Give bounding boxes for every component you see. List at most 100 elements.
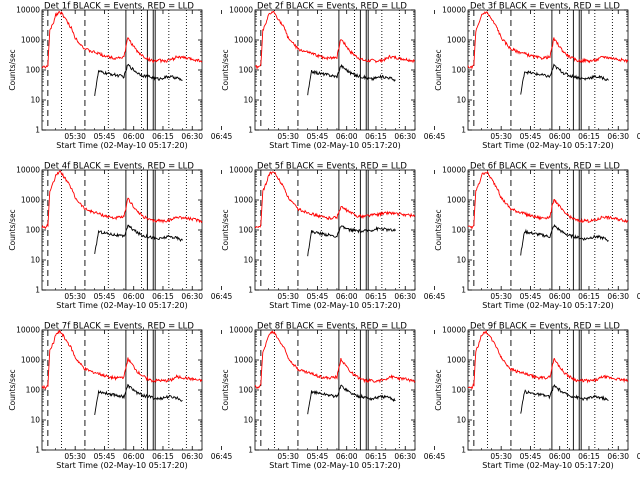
x-tick-label: 06:30 bbox=[607, 452, 629, 461]
x-tick-label: 06:45 bbox=[637, 452, 640, 461]
lld-series-line bbox=[254, 171, 416, 229]
x-axis-label: Start Time (02-May-10 05:17:20) bbox=[269, 301, 400, 310]
x-axis-label: Start Time (02-May-10 05:17:20) bbox=[482, 141, 613, 150]
lld-series-line bbox=[467, 170, 629, 230]
x-axis-label: Start Time (02-May-10 05:17:20) bbox=[56, 301, 187, 310]
y-tick-label: 100 bbox=[239, 66, 254, 75]
plot-frame bbox=[41, 9, 203, 131]
x-tick-label: 06:00 bbox=[549, 292, 571, 301]
y-tick-label: 1 bbox=[248, 126, 253, 135]
y-tick-label: 1000 bbox=[447, 356, 466, 365]
panel-title: Det 1f BLACK = Events, RED = LLD bbox=[44, 2, 194, 12]
events-series-line bbox=[307, 384, 396, 415]
y-tick-label: 10 bbox=[456, 256, 466, 265]
y-tick-label: 10000 bbox=[16, 6, 40, 15]
y-tick-label: 1 bbox=[248, 286, 253, 295]
detector-panel-5: Det 5f BLACK = Events, RED = LLD 1 10 100 10… bbox=[221, 162, 446, 311]
x-axis-label: Start Time (02-May-10 05:17:20) bbox=[56, 141, 187, 150]
y-tick-label: 10 bbox=[30, 416, 40, 425]
lld-series-line bbox=[41, 329, 203, 390]
plot-frame bbox=[41, 169, 203, 291]
x-tick-label: 05:45 bbox=[520, 452, 542, 461]
x-tick-label: 06:00 bbox=[123, 132, 145, 141]
events-series-line bbox=[94, 63, 183, 96]
events-series-line bbox=[307, 63, 396, 96]
y-tick-label: 10000 bbox=[229, 166, 253, 175]
x-tick-label: 05:45 bbox=[520, 292, 542, 301]
y-tick-label: 1 bbox=[461, 446, 466, 455]
x-tick-label: 06:15 bbox=[152, 292, 174, 301]
y-tick-label: 100 bbox=[452, 226, 467, 235]
x-tick-label: 06:00 bbox=[336, 452, 358, 461]
lld-series-line bbox=[41, 11, 203, 69]
y-tick-label: 1 bbox=[248, 446, 253, 455]
y-tick-label: 10000 bbox=[229, 6, 253, 15]
x-tick-label: 05:30 bbox=[64, 452, 86, 461]
x-tick-label: 06:00 bbox=[123, 452, 145, 461]
x-tick-label: 05:45 bbox=[307, 292, 329, 301]
panel-title: Det 3f BLACK = Events, RED = LLD bbox=[470, 2, 620, 12]
y-tick-label: 10 bbox=[243, 96, 253, 105]
lld-series-line bbox=[467, 329, 629, 390]
x-tick-label: 06:30 bbox=[394, 452, 416, 461]
y-tick-label: 1 bbox=[461, 286, 466, 295]
y-tick-label: 1 bbox=[35, 126, 40, 135]
detector-panel-4: Det 4f BLACK = Events, RED = LLD 1 10 100 10… bbox=[8, 162, 233, 311]
x-tick-label: 06:45 bbox=[424, 132, 446, 141]
panel-title: Det 9f BLACK = Events, RED = LLD bbox=[470, 322, 620, 332]
x-tick-label: 06:00 bbox=[549, 452, 571, 461]
x-tick-label: 05:30 bbox=[490, 292, 512, 301]
y-tick-label: 1000 bbox=[234, 356, 253, 365]
x-tick-label: 06:15 bbox=[365, 292, 387, 301]
y-tick-label: 1 bbox=[461, 126, 466, 135]
y-tick-label: 1000 bbox=[21, 36, 40, 45]
events-series-line bbox=[94, 383, 183, 415]
plot-frame bbox=[467, 9, 629, 131]
y-tick-label: 1000 bbox=[234, 36, 253, 45]
y-tick-label: 100 bbox=[239, 226, 254, 235]
x-tick-label: 05:30 bbox=[277, 292, 299, 301]
x-tick-label: 06:30 bbox=[181, 292, 203, 301]
panel-title: Det 6f BLACK = Events, RED = LLD bbox=[470, 162, 620, 172]
x-tick-label: 06:30 bbox=[394, 132, 416, 141]
y-axis-label: Counts/sec bbox=[434, 49, 443, 90]
events-series-line bbox=[520, 384, 609, 414]
y-tick-label: 100 bbox=[26, 226, 41, 235]
x-tick-label: 06:30 bbox=[394, 292, 416, 301]
y-axis-label: Counts/sec bbox=[221, 209, 230, 250]
x-tick-label: 05:30 bbox=[277, 452, 299, 461]
events-series-line bbox=[307, 225, 396, 257]
events-series-line bbox=[94, 224, 183, 254]
plot-frame bbox=[254, 329, 416, 451]
y-tick-label: 1 bbox=[35, 446, 40, 455]
y-axis-label: Counts/sec bbox=[8, 209, 17, 250]
y-axis-label: Counts/sec bbox=[434, 209, 443, 250]
y-tick-label: 1000 bbox=[21, 196, 40, 205]
x-tick-label: 06:15 bbox=[365, 452, 387, 461]
y-tick-label: 10 bbox=[456, 416, 466, 425]
y-tick-label: 100 bbox=[239, 386, 254, 395]
panel-title: Det 8f BLACK = Events, RED = LLD bbox=[257, 322, 407, 332]
y-tick-label: 100 bbox=[26, 386, 41, 395]
x-tick-label: 06:45 bbox=[637, 292, 640, 301]
panel-title: Det 7f BLACK = Events, RED = LLD bbox=[44, 322, 194, 332]
x-tick-label: 05:45 bbox=[307, 452, 329, 461]
x-axis-label: Start Time (02-May-10 05:17:20) bbox=[269, 461, 400, 470]
x-tick-label: 06:15 bbox=[578, 452, 600, 461]
x-tick-label: 05:45 bbox=[94, 132, 116, 141]
y-tick-label: 10000 bbox=[16, 166, 40, 175]
y-tick-label: 10 bbox=[243, 256, 253, 265]
y-tick-label: 100 bbox=[452, 66, 467, 75]
x-tick-label: 06:30 bbox=[181, 132, 203, 141]
y-tick-label: 10 bbox=[456, 96, 466, 105]
x-tick-label: 05:30 bbox=[64, 292, 86, 301]
y-axis-label: Counts/sec bbox=[8, 49, 17, 90]
x-tick-label: 06:15 bbox=[578, 132, 600, 141]
detector-panel-9: Det 9f BLACK = Events, RED = LLD 1 10 100 10… bbox=[434, 322, 640, 471]
y-axis-label: Counts/sec bbox=[8, 369, 17, 410]
x-tick-label: 05:45 bbox=[307, 132, 329, 141]
y-tick-label: 10 bbox=[30, 96, 40, 105]
x-tick-label: 05:45 bbox=[94, 292, 116, 301]
lld-series-line bbox=[254, 330, 416, 390]
panel-title: Det 4f BLACK = Events, RED = LLD bbox=[44, 162, 194, 172]
